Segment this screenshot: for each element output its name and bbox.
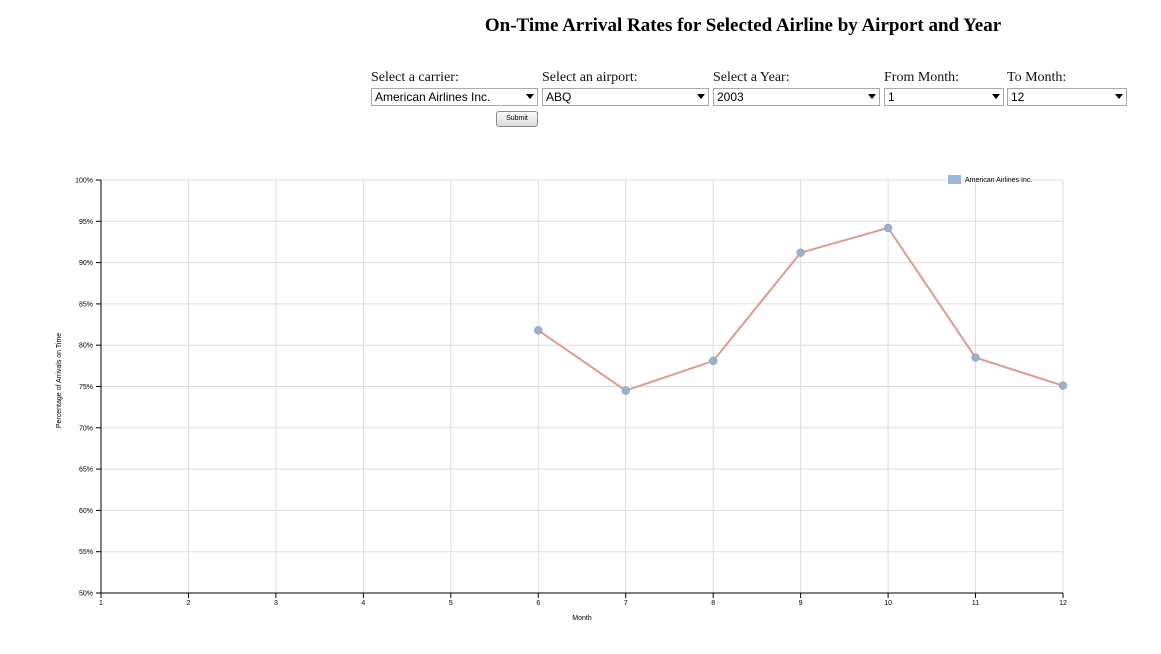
x-tick-label: 5 — [449, 600, 453, 607]
x-tick-label: 11 — [972, 600, 979, 607]
data-point — [621, 386, 630, 395]
to-month-control: To Month: 12 — [1007, 69, 1127, 106]
data-point — [1058, 381, 1068, 390]
chevron-down-icon — [868, 94, 876, 99]
x-tick-label: 10 — [884, 600, 892, 607]
legend-swatch — [948, 175, 961, 184]
year-select[interactable]: 2003 — [713, 88, 880, 106]
chevron-down-icon — [697, 94, 705, 99]
legend: American Airlines Inc. — [948, 175, 1032, 184]
chevron-down-icon — [526, 94, 534, 99]
airport-label: Select an airport: — [542, 70, 638, 85]
y-tick-label: 60% — [79, 508, 93, 515]
data-point — [796, 248, 805, 257]
x-axis-title: Month — [572, 615, 592, 622]
data-point — [971, 353, 980, 362]
y-tick-label: 55% — [79, 549, 93, 556]
airport-control: Select an airport: ABQ — [542, 69, 709, 106]
y-tick-label: 100% — [75, 178, 93, 185]
carrier-select-value: American Airlines Inc. — [375, 90, 491, 104]
y-tick-label: 65% — [79, 467, 93, 474]
data-point — [708, 356, 718, 366]
from-month-label: From Month: — [884, 70, 960, 85]
chevron-down-icon — [1115, 94, 1123, 99]
x-tick-label: 7 — [624, 600, 628, 607]
to-month-select[interactable]: 12 — [1007, 88, 1127, 106]
legend-label: American Airlines Inc. — [965, 177, 1032, 184]
y-tick-label: 80% — [79, 343, 93, 350]
year-select-value: 2003 — [717, 90, 744, 104]
from-month-control: From Month: 1 — [884, 69, 1004, 106]
x-tick-label: 3 — [274, 600, 278, 607]
x-tick-label: 12 — [1059, 600, 1067, 607]
y-tick-label: 90% — [79, 260, 93, 267]
y-tick-label: 50% — [79, 591, 93, 598]
y-tick-label: 70% — [79, 425, 93, 432]
y-axis-title: Percentage of Arrivals on Time — [56, 333, 63, 428]
to-month-select-value: 12 — [1011, 90, 1025, 104]
submit-button[interactable]: Submit — [496, 111, 538, 127]
x-tick-label: 6 — [536, 600, 540, 607]
year-control: Select a Year: 2003 — [713, 69, 880, 106]
carrier-label: Select a carrier: — [371, 70, 459, 85]
x-tick-label: 9 — [799, 600, 803, 607]
carrier-select[interactable]: American Airlines Inc. — [371, 88, 538, 106]
chevron-down-icon — [992, 94, 1000, 99]
x-tick-label: 8 — [711, 600, 715, 607]
y-tick-label: 75% — [79, 384, 93, 391]
airport-select-value: ABQ — [546, 90, 572, 104]
x-tick-label: 1 — [99, 600, 103, 607]
y-tick-label: 95% — [79, 219, 93, 226]
to-month-label: To Month: — [1007, 70, 1067, 85]
airport-select[interactable]: ABQ — [542, 88, 709, 106]
x-tick-label: 2 — [187, 600, 191, 607]
data-point — [534, 326, 543, 335]
from-month-select-value: 1 — [888, 90, 895, 104]
carrier-control: Select a carrier: American Airlines Inc. — [371, 69, 538, 106]
y-tick-label: 85% — [79, 301, 93, 308]
data-point — [883, 223, 893, 233]
year-label: Select a Year: — [713, 70, 790, 85]
from-month-select[interactable]: 1 — [884, 88, 1004, 106]
page-title: On-Time Arrival Rates for Selected Airli… — [484, 15, 1002, 36]
x-tick-label: 4 — [361, 600, 365, 607]
